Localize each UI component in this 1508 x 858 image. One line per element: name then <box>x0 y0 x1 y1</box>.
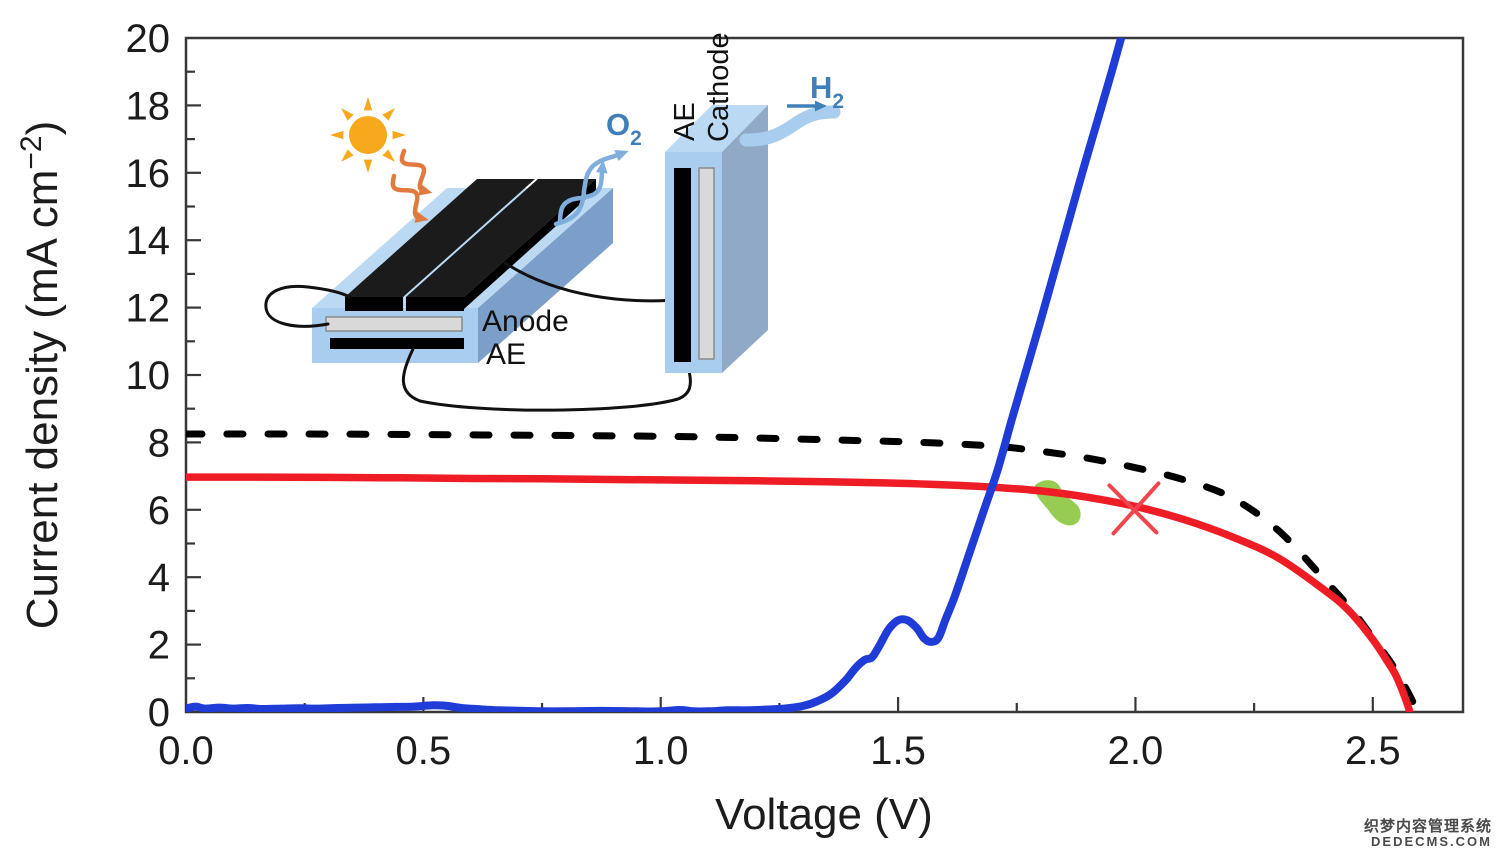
cathode-ae-label: AE <box>669 102 701 141</box>
x-axis-title: Voltage (V) <box>715 790 933 839</box>
y-tick-label: 18 <box>126 84 171 128</box>
curve-electrolyser-load-curve <box>186 38 1126 712</box>
y-tick-label: 0 <box>148 691 170 735</box>
curve-solar-cell-jv-measured <box>186 473 1414 712</box>
y-tick-label: 16 <box>126 152 171 196</box>
x-tick-label: 2.5 <box>1345 729 1401 773</box>
oxygen-arrow-1-head <box>614 150 629 161</box>
y-tick-label: 14 <box>126 219 171 263</box>
axes: 0.0 0.5 1.0 1.5 2.0 2.5 0 2 4 6 8 10 12 14 16 18 20 <box>126 17 1465 773</box>
oxygen-label: O2 <box>606 107 642 150</box>
sunlight-arrow-2 <box>390 173 424 221</box>
inset-generated-art <box>330 97 827 227</box>
hydrogen-label: H2 <box>810 70 844 113</box>
y-tick-label: 6 <box>148 489 170 533</box>
x-tick-label: 1.5 <box>870 729 926 773</box>
anode-ae-layer-bar <box>330 338 464 349</box>
solar-panel-left-edge <box>345 297 403 311</box>
y-tick-label: 2 <box>148 624 170 668</box>
oxygen-arrow-2-head <box>596 159 608 174</box>
x-tick-label: 1.0 <box>633 729 689 773</box>
solar-panel-right <box>406 179 596 297</box>
cathode-bar <box>698 167 715 360</box>
sun-icon <box>349 116 387 154</box>
sun-ray <box>363 159 373 173</box>
anode-layer-bar <box>325 316 463 332</box>
watermark-site-text: DEDECMS.COM <box>1371 834 1492 850</box>
x-marker-stroke-2 <box>1111 481 1161 536</box>
cathode-block-top-face <box>665 105 768 152</box>
x-tick-label: 2.0 <box>1108 729 1164 773</box>
oxygen-arrow-2 <box>557 164 605 224</box>
y-tick-label: 8 <box>148 421 170 465</box>
green-blob-annotation <box>1034 480 1081 526</box>
y-tick-label: 12 <box>126 287 171 331</box>
sun-ray <box>341 149 354 162</box>
anode-label: Anode <box>482 305 569 338</box>
sun-ray <box>341 108 354 121</box>
hydrogen-outlet-band <box>739 105 841 147</box>
solar-panel-left <box>345 179 535 297</box>
curves <box>186 38 1422 712</box>
cathode-label: Cathode <box>703 32 735 142</box>
sunlight-arrow-1-head <box>418 184 433 196</box>
sun-ray <box>382 149 395 162</box>
y-tick-label: 10 <box>126 354 171 398</box>
x-tick-label: 0.0 <box>158 729 214 773</box>
sun-ray <box>382 108 395 121</box>
anode-ae-label: AE <box>486 338 526 371</box>
y-tick-label: 20 <box>126 17 171 61</box>
solar-panel-right-edge <box>406 297 464 311</box>
wire-anode-to-panel <box>264 284 352 328</box>
oxygen-arrow-1 <box>553 151 625 227</box>
sunlight-arrow-1 <box>399 148 428 194</box>
sun-ray <box>392 130 406 140</box>
wire-ae-to-ae <box>401 347 692 412</box>
anode-slab-side-face <box>478 188 613 363</box>
y-axis-title: Current density (mA cm−2) <box>15 121 67 630</box>
hydrogen-arrow-head <box>815 100 827 112</box>
sun-ray <box>363 97 373 111</box>
sunlight-arrow-2-head <box>414 211 429 223</box>
y-tick-label: 4 <box>148 556 170 600</box>
cathode-block-side-face <box>722 105 768 373</box>
inset-device-diagram: Anode AE AE Cathode O2 H2 <box>264 32 844 412</box>
sun-ray <box>330 130 344 140</box>
watermark-cn-text: 织梦内容管理系统 <box>1363 817 1492 835</box>
x-tick-label: 0.5 <box>396 729 452 773</box>
cathode-ae-bar <box>674 168 691 362</box>
watermark: 织梦内容管理系统 DEDECMS.COM <box>1364 818 1492 850</box>
